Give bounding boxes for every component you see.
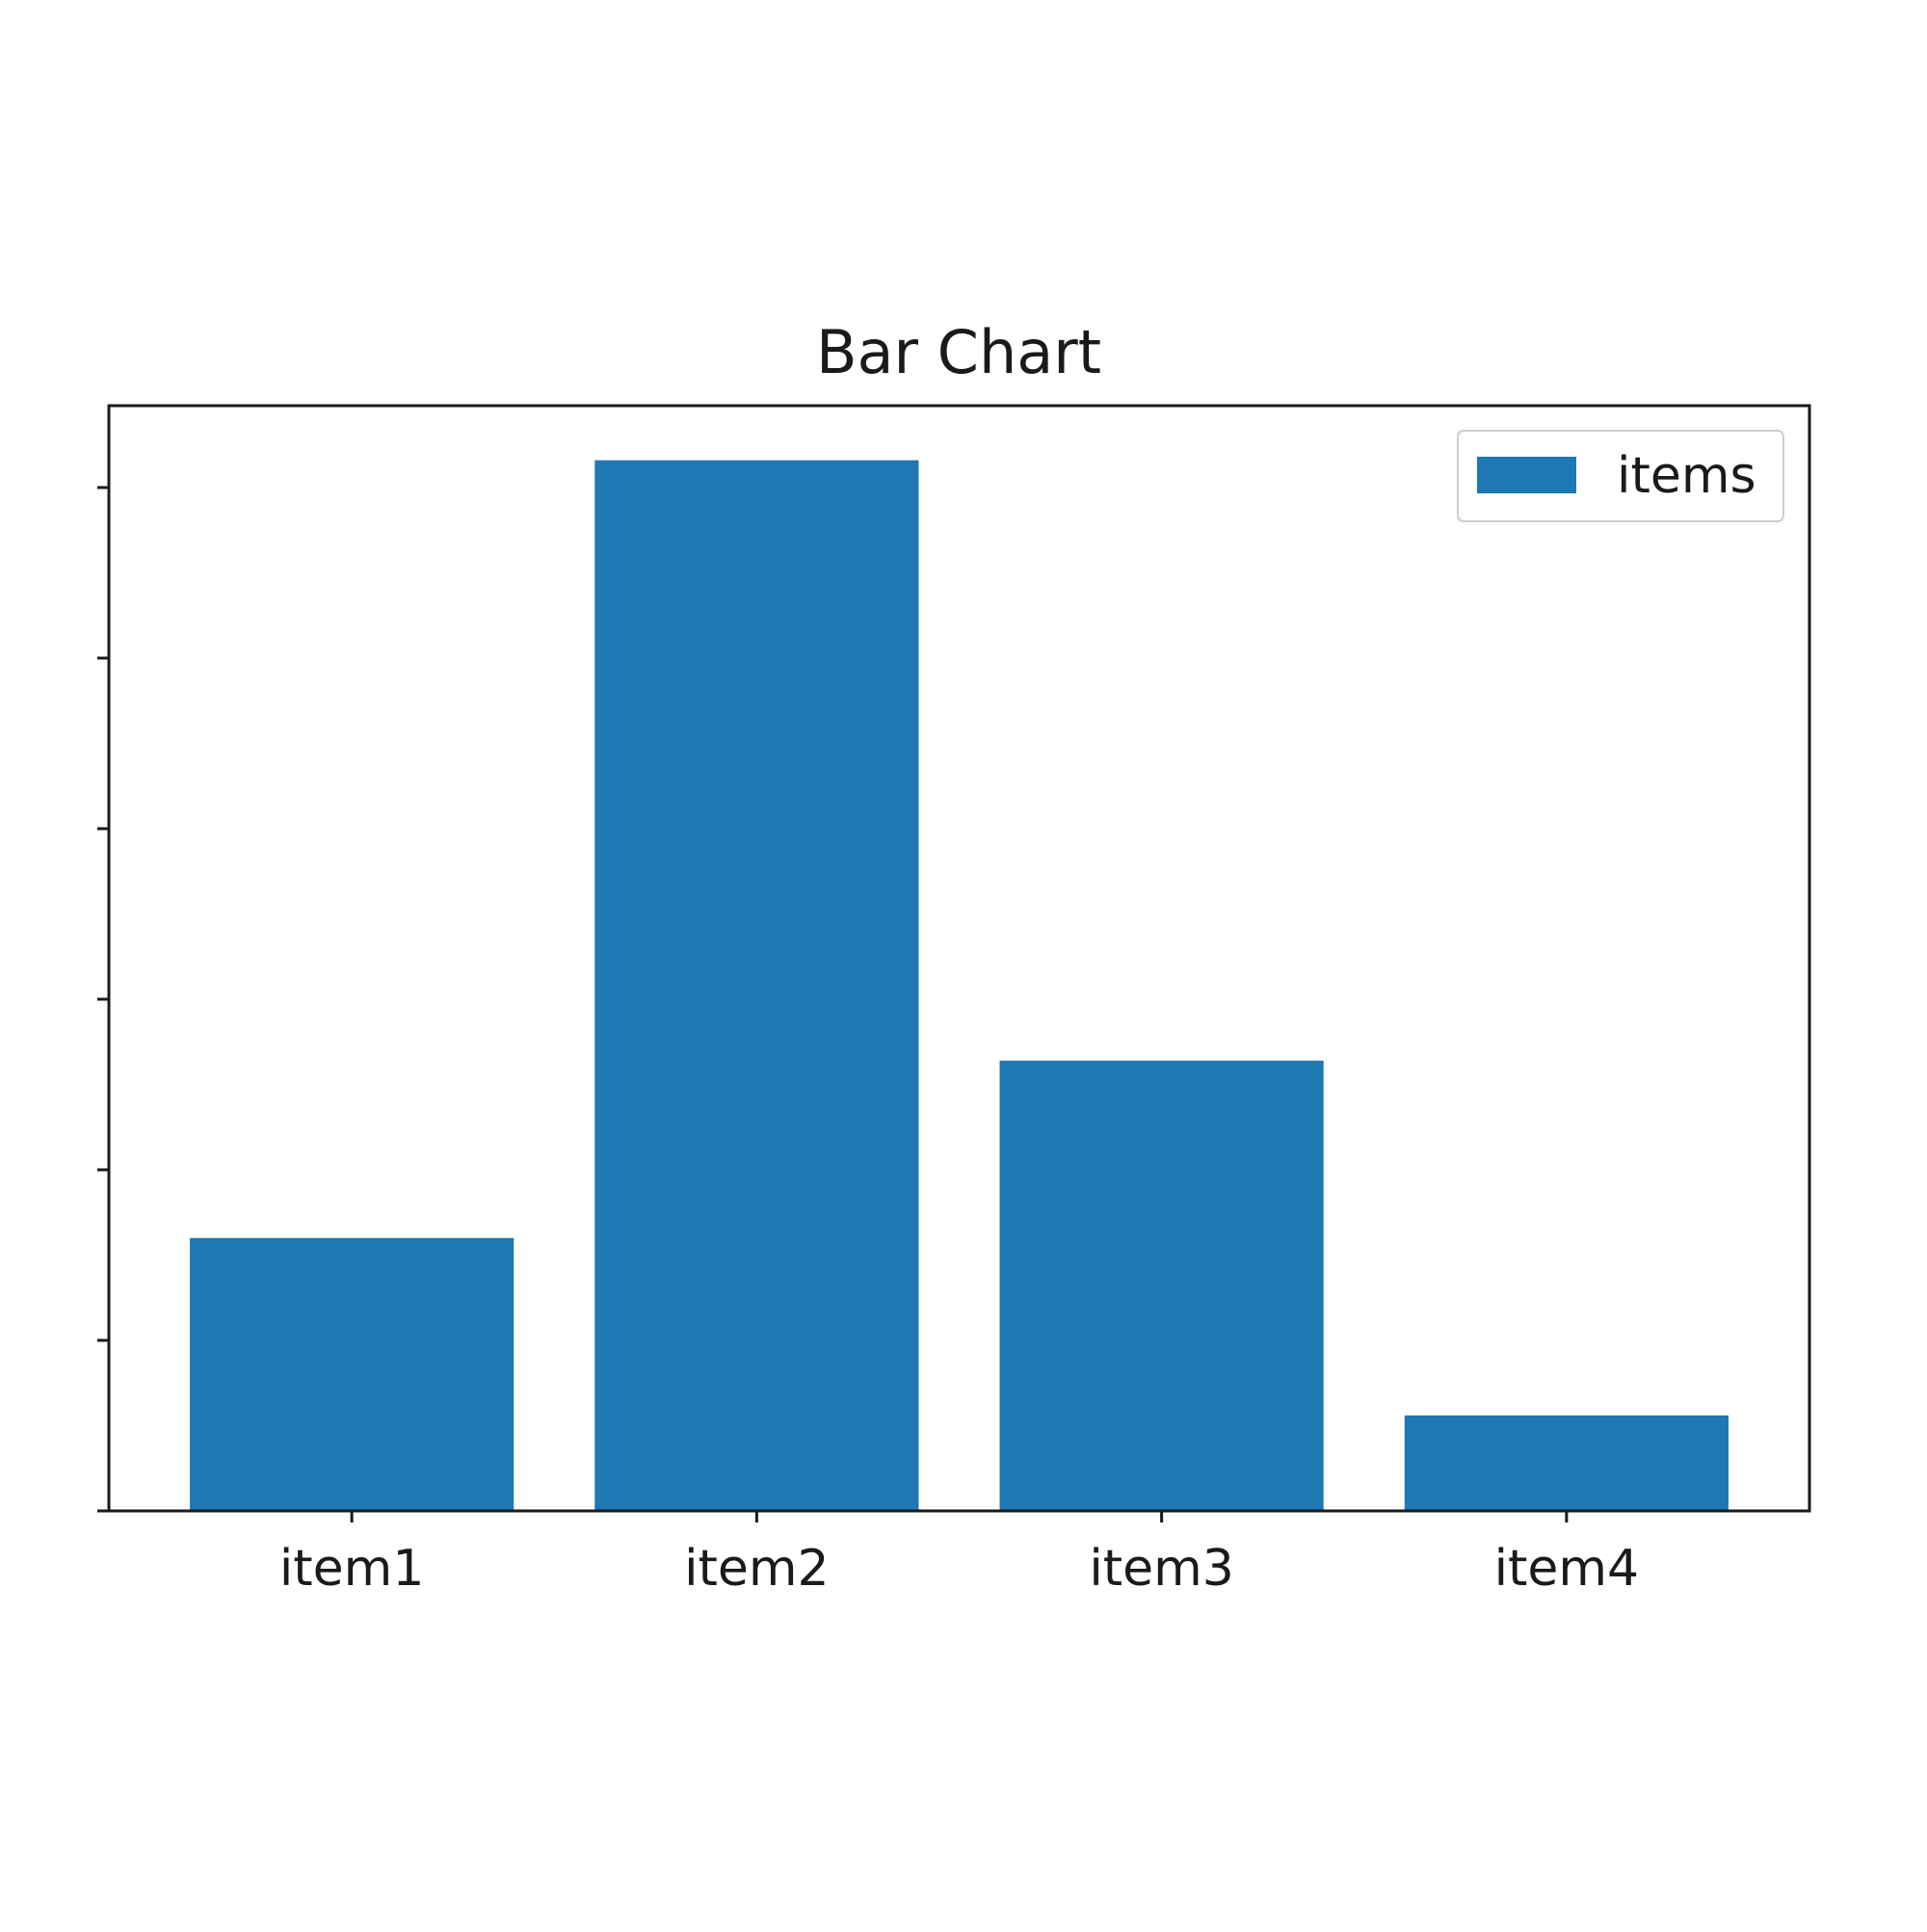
legend-swatch (1477, 457, 1576, 493)
bar-item2 (594, 460, 919, 1511)
bar-item1 (190, 1237, 515, 1511)
bar-item4 (1404, 1415, 1729, 1511)
legend: items (1457, 430, 1784, 522)
bars-layer (190, 460, 1729, 1511)
axes-frame (107, 404, 1811, 1513)
legend-label: items (1617, 447, 1756, 505)
bar-item3 (999, 1060, 1324, 1511)
x-tick-label: item3 (1089, 1540, 1234, 1598)
chart-title: Bar Chart (816, 317, 1101, 387)
axes-layer: item1 item2 item3 item4 (97, 404, 1811, 1598)
x-tick-label: item1 (279, 1540, 425, 1598)
x-tick-label: item4 (1494, 1540, 1640, 1598)
x-tick-label: item2 (684, 1540, 830, 1598)
legend-box (1457, 430, 1784, 522)
